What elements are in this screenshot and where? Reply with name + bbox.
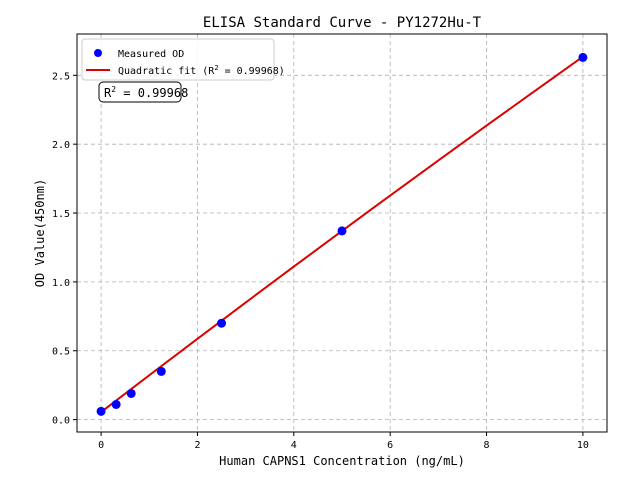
ticks: 0 2 4 6 8 10 0.0 0.5 1.0 1.5 2.0 2.5 bbox=[52, 71, 589, 451]
chart-title: ELISA Standard Curve - PY1272Hu-T bbox=[203, 15, 482, 31]
y-tick-label: 0.0 bbox=[52, 416, 70, 427]
x-tick-label: 0 bbox=[98, 440, 104, 451]
data-point bbox=[337, 226, 347, 236]
x-tick-label: 2 bbox=[194, 440, 200, 451]
data-point bbox=[156, 366, 166, 376]
y-tick-label: 0.5 bbox=[52, 347, 70, 358]
y-tick-label: 2.5 bbox=[52, 71, 70, 82]
r-squared-annotation: R2 = 0.99968 bbox=[98, 81, 188, 103]
legend-label-measured: Measured OD bbox=[118, 49, 184, 60]
x-axis-label: Human CAPNS1 Concentration (ng/mL) bbox=[219, 454, 465, 468]
x-tick-label: 10 bbox=[577, 440, 589, 451]
y-tick-label: 1.0 bbox=[52, 278, 70, 289]
legend-label-fit: Quadratic fit (R2 = 0.99968) bbox=[118, 64, 285, 77]
svg-text:R2 = 0.99968: R2 = 0.99968 bbox=[104, 85, 188, 100]
data-point bbox=[126, 388, 136, 398]
y-tick-label: 1.5 bbox=[52, 209, 70, 220]
x-tick-label: 4 bbox=[291, 440, 297, 451]
x-tick-label: 6 bbox=[387, 440, 393, 451]
points-group bbox=[96, 52, 588, 416]
y-tick-label: 2.0 bbox=[52, 140, 70, 151]
y-axis-label: OD Value(450nm) bbox=[33, 179, 47, 287]
data-point bbox=[578, 52, 588, 62]
x-tick-label: 8 bbox=[484, 440, 490, 451]
data-point bbox=[111, 399, 121, 409]
legend-marker-measured bbox=[94, 49, 102, 57]
plot-frame bbox=[76, 33, 608, 433]
grid bbox=[77, 34, 607, 432]
data-point bbox=[217, 318, 227, 328]
legend: Measured OD Quadratic fit (R2 = 0.99968) bbox=[81, 38, 285, 81]
data-point bbox=[96, 406, 106, 416]
